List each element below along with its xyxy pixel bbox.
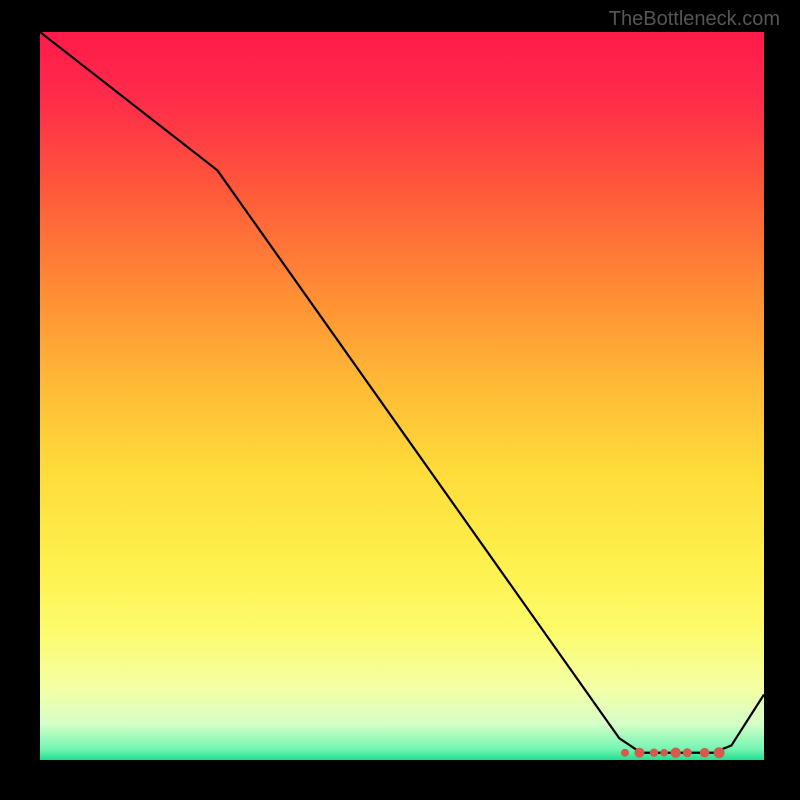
marker-point bbox=[683, 748, 692, 757]
marker-point bbox=[660, 749, 668, 757]
chart-svg bbox=[40, 32, 764, 760]
marker-point bbox=[670, 748, 680, 758]
chart-container: TheBottleneck.com bbox=[0, 0, 800, 800]
marker-point bbox=[621, 749, 629, 757]
marker-point bbox=[714, 747, 725, 758]
chart-line bbox=[40, 32, 764, 753]
watermark-text: TheBottleneck.com bbox=[609, 8, 780, 31]
marker-point bbox=[634, 748, 644, 758]
marker-point bbox=[650, 749, 658, 757]
marker-point bbox=[700, 748, 710, 758]
plot-area bbox=[40, 32, 764, 760]
